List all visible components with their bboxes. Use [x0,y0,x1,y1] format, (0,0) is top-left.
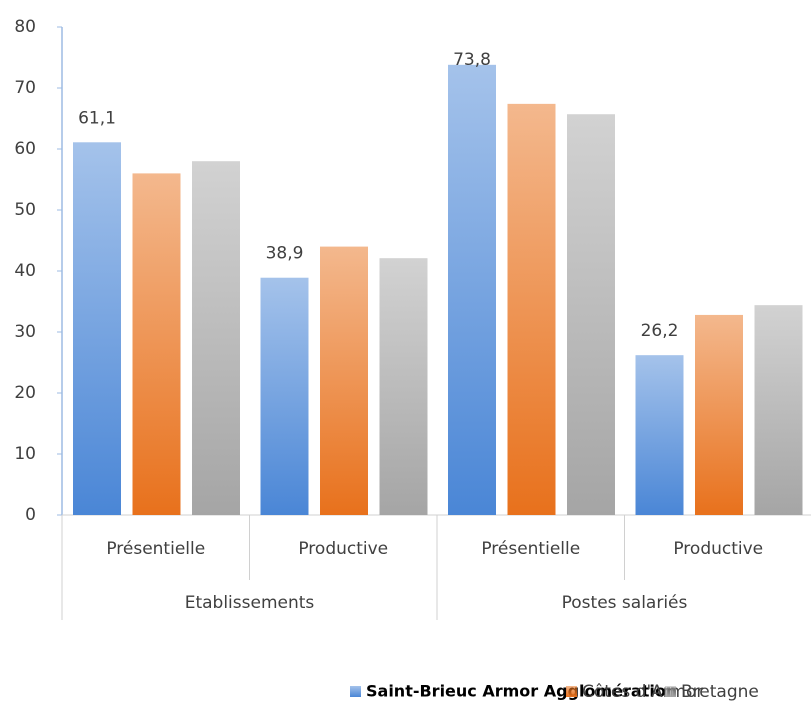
y-tick-label: 80 [14,17,36,37]
y-tick-label: 10 [14,444,36,464]
bar [192,161,240,515]
bar [260,277,309,515]
data-label: 61,1 [78,108,116,128]
bar [567,114,615,515]
legend-swatch [566,686,577,697]
x-tick-label: Productive [298,539,388,559]
bar [754,305,803,515]
legend-label: Saint-Brieuc Armor Agglomération [366,682,677,701]
x-group-label: Postes salariés [562,593,688,613]
bar [320,246,368,515]
bar [379,258,428,515]
x-tick-label: Présentielle [106,539,205,559]
legend-label: Bretagne [681,682,759,702]
bar [507,103,556,516]
x-tick-label: Productive [673,539,763,559]
x-group-label: Etablissements [185,593,315,613]
bar [132,173,181,515]
bar [635,355,684,515]
y-tick-label: 50 [14,200,36,220]
y-tick-label: 60 [14,139,36,159]
data-label: 26,2 [641,321,679,341]
y-tick-label: 70 [14,78,36,98]
legend-swatch [350,686,361,697]
y-tick-label: 20 [14,383,36,403]
bar [695,314,743,515]
bar [448,64,496,515]
y-tick-label: 40 [14,261,36,281]
x-tick-label: Présentielle [481,539,580,559]
data-label: 73,8 [453,50,491,70]
y-tick-label: 0 [25,505,36,525]
data-label: 38,9 [266,244,304,264]
bar [73,142,121,516]
y-tick-label: 30 [14,322,36,342]
legend-swatch [665,686,676,697]
